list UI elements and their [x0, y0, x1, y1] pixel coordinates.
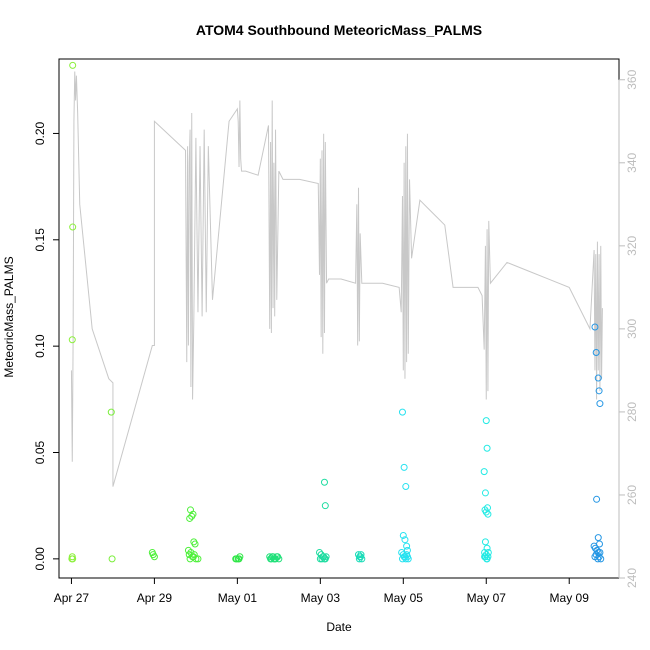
data-point: [481, 553, 489, 561]
y2-tick-label: 260: [625, 485, 639, 505]
data-point: [402, 555, 410, 563]
data-point: [189, 510, 197, 518]
data-point: [482, 417, 490, 425]
y2-tick-label: 280: [625, 402, 639, 422]
data-point: [402, 483, 410, 491]
data-point: [235, 555, 243, 563]
data-point: [318, 555, 326, 563]
data-point: [404, 555, 412, 563]
y2-tick-label: 360: [625, 69, 639, 89]
data-point: [597, 555, 605, 563]
x-tick-label: May 01: [218, 591, 258, 605]
data-point: [403, 542, 411, 550]
x-tick-label: Apr 29: [137, 591, 173, 605]
data-point: [69, 223, 77, 231]
data-point: [272, 555, 280, 563]
data-point: [480, 468, 488, 476]
y2-tick-label: 240: [625, 568, 639, 588]
data-point: [481, 489, 489, 497]
x-tick-label: May 09: [550, 591, 590, 605]
data-point: [320, 478, 328, 486]
data-point: [400, 553, 408, 561]
y-axis-label: MeteoricMass_PALMS: [2, 256, 16, 377]
data-point: [321, 555, 329, 563]
data-point: [69, 555, 77, 563]
data-point: [481, 538, 489, 546]
data-point: [357, 553, 365, 561]
chart-title: ATOM4 Southbound MeteoricMass_PALMS: [196, 22, 482, 38]
data-point: [484, 510, 492, 518]
line-layer: [70, 71, 603, 487]
data-point: [267, 555, 275, 563]
x-tick-label: Apr 27: [54, 591, 90, 605]
data-point: [595, 553, 603, 561]
data-point: [191, 540, 199, 548]
data-point: [69, 61, 77, 69]
data-point: [594, 374, 602, 382]
axes-layer: Apr 27 Apr 29 May 01 May 03 May 05 May 07 May …: [33, 58, 639, 605]
data-point: [320, 553, 328, 561]
data-point: [68, 336, 76, 344]
y-tick-label: 0.20: [33, 121, 47, 145]
data-point: [484, 553, 492, 561]
data-point: [232, 555, 240, 563]
x-tick-label: May 03: [301, 591, 341, 605]
data-point: [399, 531, 407, 539]
y-tick-label: 0.10: [33, 334, 47, 358]
y2-tick-label: 320: [625, 236, 639, 256]
data-point: [593, 495, 601, 503]
data-point: [108, 555, 116, 563]
data-point: [591, 323, 599, 331]
x-axis-label: Date: [326, 620, 352, 634]
y-tick-label: 0.00: [33, 547, 47, 571]
data-point: [321, 502, 329, 510]
x-tick-label: May 05: [384, 591, 424, 605]
data-point: [595, 387, 603, 395]
data-point: [592, 349, 600, 357]
data-point: [594, 534, 602, 542]
data-point: [274, 553, 282, 561]
data-point: [398, 408, 406, 416]
points-layer: [68, 61, 605, 563]
data-point: [186, 514, 194, 522]
data-point: [400, 463, 408, 471]
trace-line: [70, 71, 603, 487]
data-point: [482, 508, 490, 516]
data-point: [107, 408, 115, 416]
y-tick-label: 0.05: [33, 441, 47, 465]
data-point: [194, 555, 202, 563]
x-tick-label: May 07: [467, 591, 507, 605]
data-point: [481, 548, 489, 556]
data-point: [596, 400, 604, 408]
data-point: [150, 553, 158, 561]
data-point: [401, 536, 409, 544]
y-tick-label: 0.15: [33, 228, 47, 252]
y2-tick-label: 300: [625, 319, 639, 339]
data-point: [483, 444, 491, 452]
y2-tick-label: 340: [625, 152, 639, 172]
